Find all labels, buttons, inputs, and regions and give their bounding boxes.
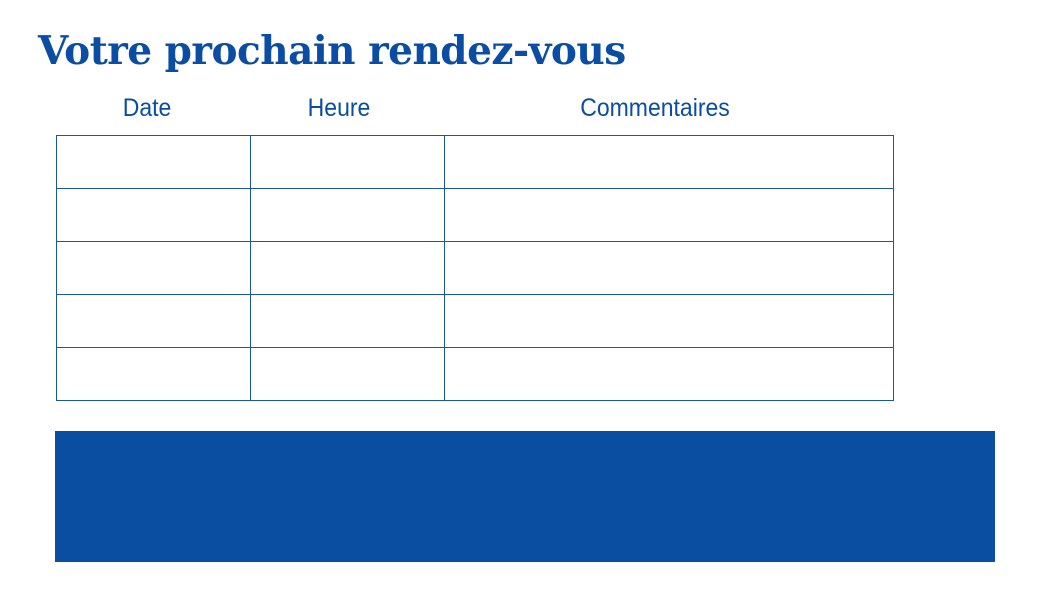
heure-cell[interactable] <box>250 188 445 242</box>
table-row <box>56 294 894 348</box>
appointment-table <box>56 135 894 401</box>
commentaires-cell[interactable] <box>444 347 894 401</box>
table-row <box>56 347 894 401</box>
heure-cell[interactable] <box>250 294 445 348</box>
footer-band <box>55 431 995 562</box>
column-header-date: Date <box>122 94 172 122</box>
commentaires-cell[interactable] <box>444 241 894 295</box>
date-cell[interactable] <box>56 188 251 242</box>
commentaires-cell[interactable] <box>444 188 894 242</box>
commentaires-cell[interactable] <box>444 294 894 348</box>
date-cell[interactable] <box>56 135 251 189</box>
commentaires-cell[interactable] <box>444 135 894 189</box>
page-title: Votre prochain rendez-vous <box>38 28 626 74</box>
heure-cell[interactable] <box>250 241 445 295</box>
column-header-heure: Heure <box>307 94 371 122</box>
date-cell[interactable] <box>56 347 251 401</box>
heure-cell[interactable] <box>250 135 445 189</box>
table-row <box>56 241 894 295</box>
column-header-commentaires: Commentaires <box>580 94 730 122</box>
table-row <box>56 188 894 242</box>
date-cell[interactable] <box>56 241 251 295</box>
date-cell[interactable] <box>56 294 251 348</box>
table-row <box>56 135 894 189</box>
heure-cell[interactable] <box>250 347 445 401</box>
